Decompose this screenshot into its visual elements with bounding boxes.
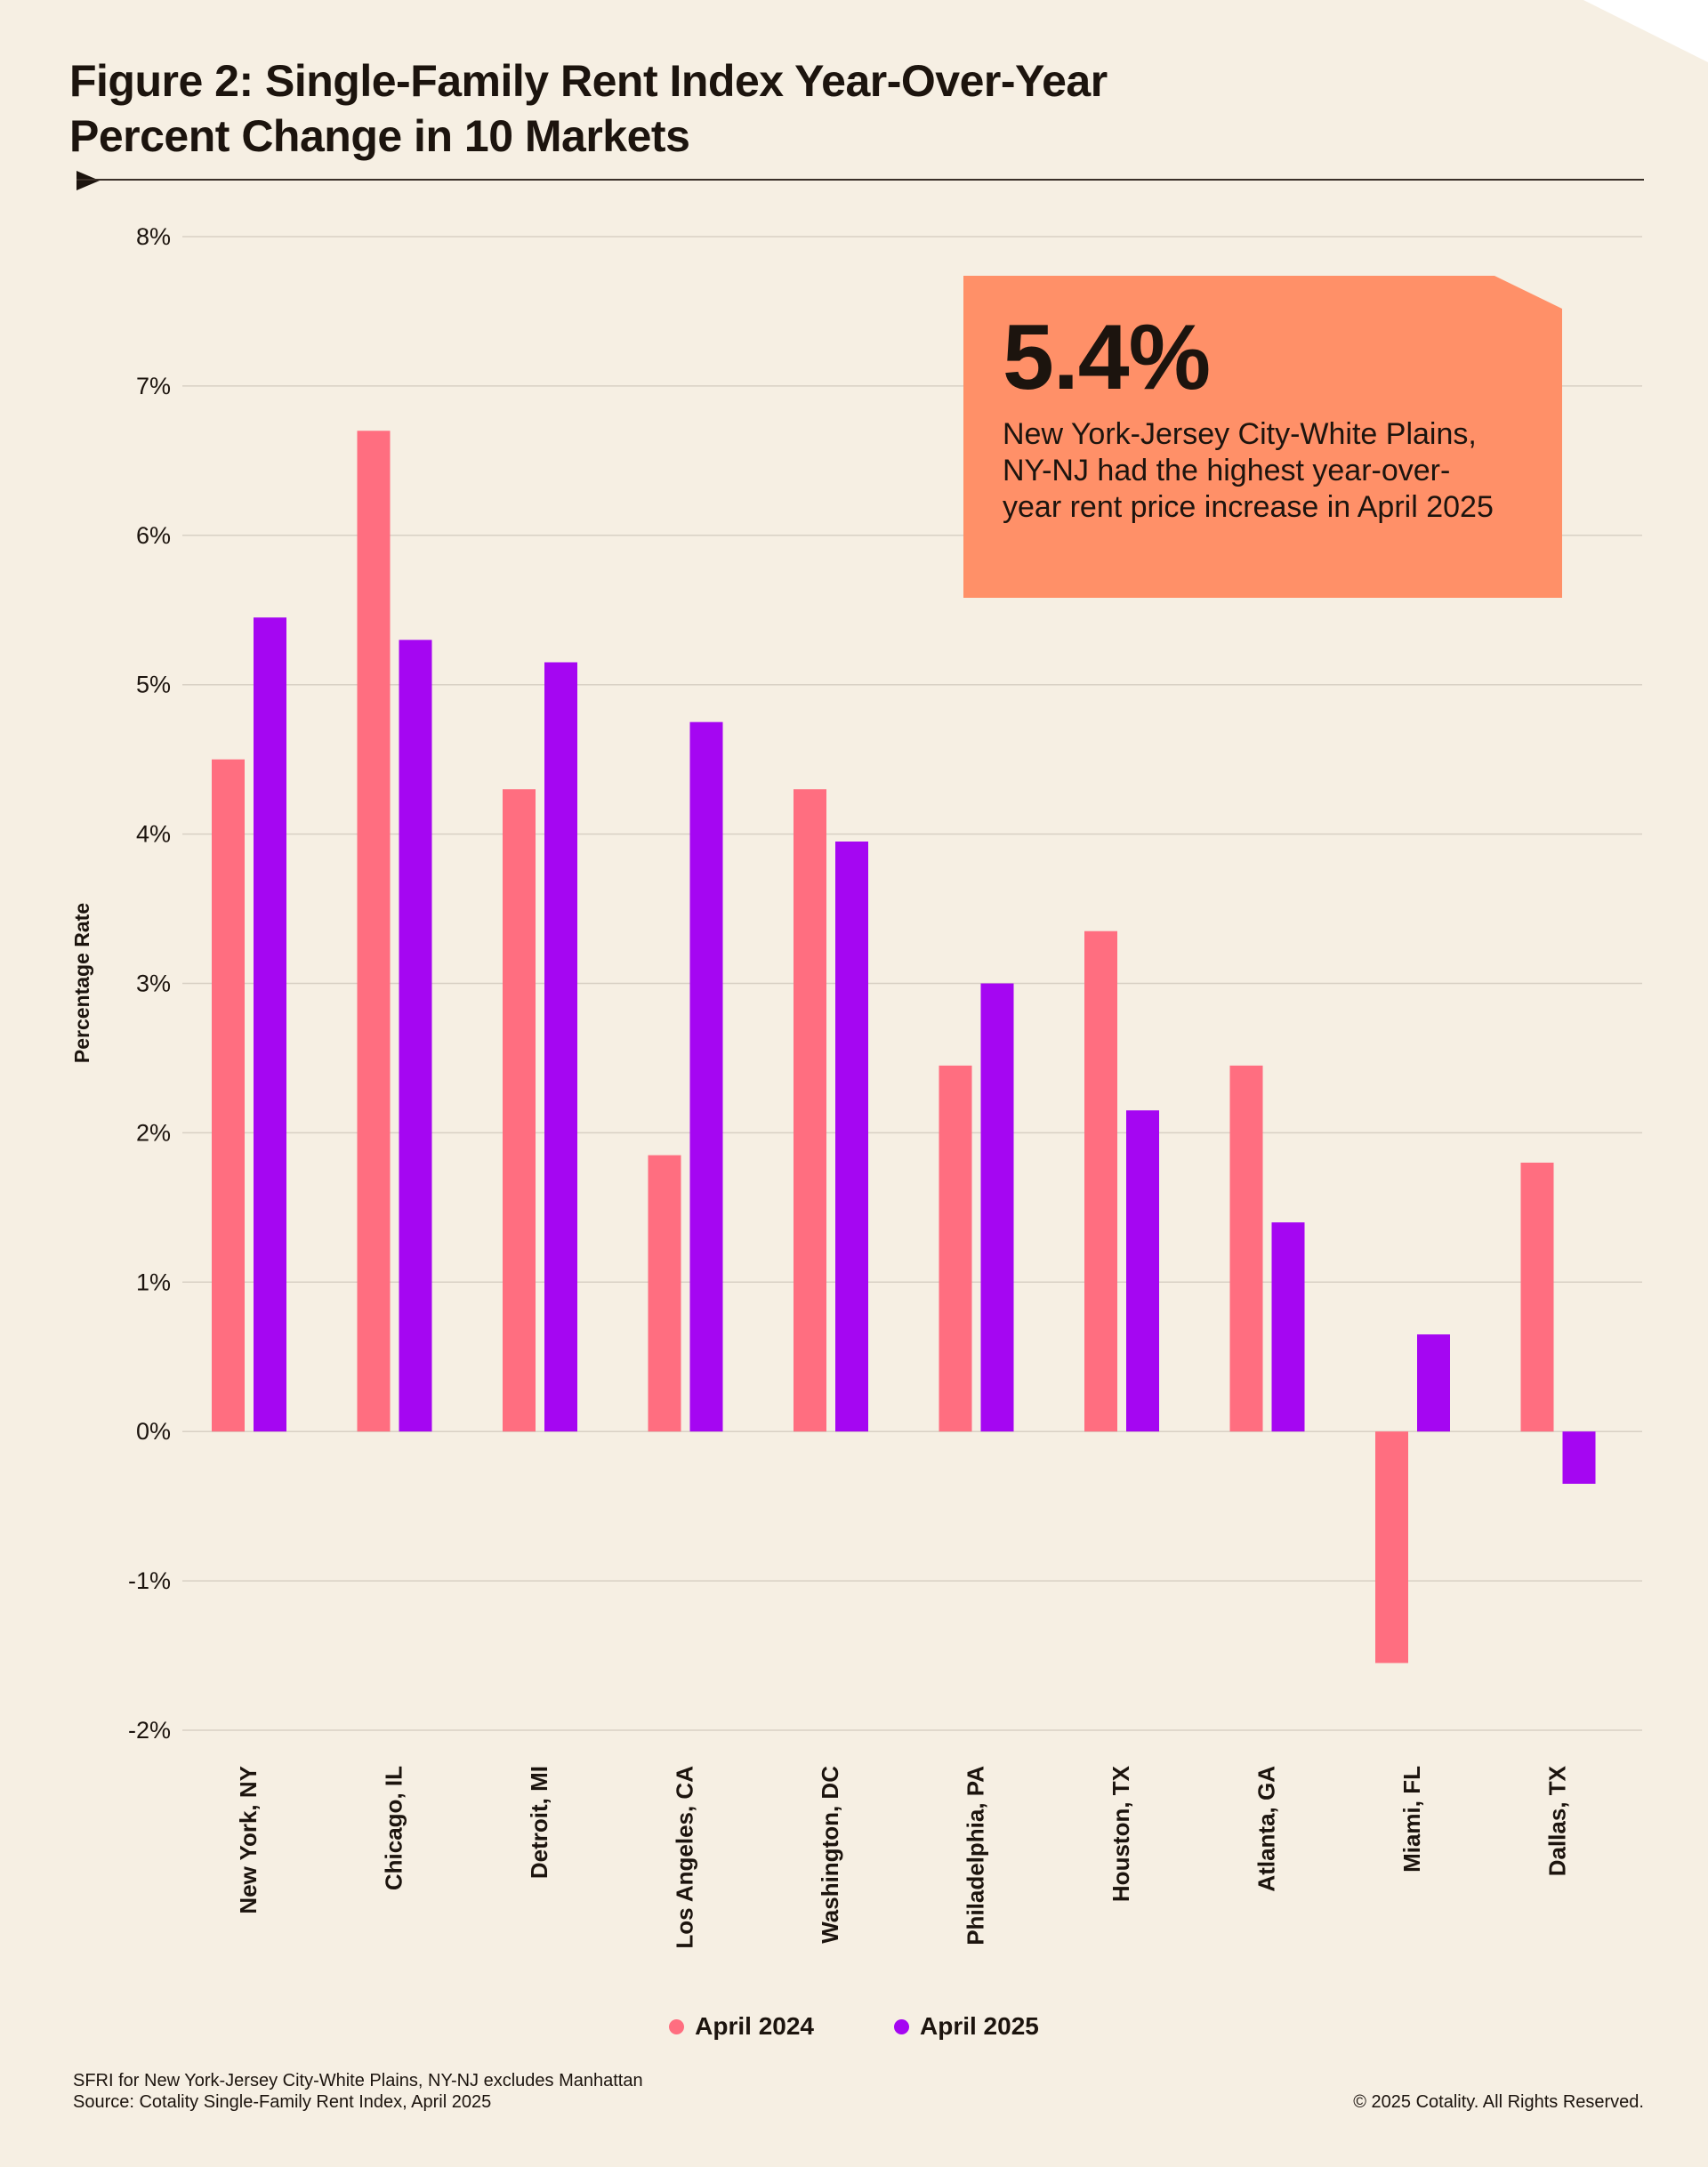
bar-washington-dc-april-2024 (794, 789, 826, 1432)
y-axis-ticks: 8% 7% 6% 5% 4% 3% 2% 1% 0% -1% -2% (128, 223, 171, 1744)
chart-title-line-1: Figure 2: Single-Family Rent Index Year-… (69, 56, 1108, 106)
y-tick-label-1: 1% (136, 1269, 171, 1295)
bar-los-angeles-ca-april-2024 (648, 1155, 681, 1432)
y-tick-label-7: 7% (136, 373, 171, 399)
footnote: SFRI for New York-Jersey City-White Plai… (73, 2070, 643, 2113)
bar-houston-tx-april-2024 (1084, 930, 1117, 1432)
highlight-callout: 5.4% New York-Jersey City-White Plains, … (963, 276, 1562, 598)
title-rule (77, 179, 1644, 181)
y-tick-label-5: 5% (136, 672, 171, 698)
y-tick-label-2: 2% (136, 1119, 171, 1146)
bar-los-angeles-ca-april-2025 (689, 721, 723, 1432)
x-tick-label-los-angeles-ca: Los Angeles, CA (672, 1766, 698, 1949)
x-tick-label-dallas-tx: Dallas, TX (1544, 1765, 1571, 1876)
bar-atlanta-ga-april-2025 (1271, 1222, 1305, 1432)
x-tick-label-philadelphia-pa: Philadelphia, PA (963, 1766, 989, 1945)
bar-chicago-il-april-2025 (399, 640, 432, 1432)
y-tick-label-3: 3% (136, 971, 171, 997)
bar-new-york-ny-april-2024 (212, 759, 245, 1432)
y-tick-label-8: 8% (136, 223, 171, 250)
bar-detroit-mi-april-2025 (544, 662, 577, 1432)
x-tick-label-chicago-il: Chicago, IL (381, 1766, 407, 1890)
bar-atlanta-ga-april-2024 (1229, 1065, 1263, 1432)
legend-item-april-2025: April 2025 (894, 2012, 1039, 2041)
copyright: © 2025 Cotality. All Rights Reserved. (1353, 2092, 1644, 2112)
x-tick-label-miami-fl: Miami, FL (1398, 1766, 1425, 1873)
legend-label-april-2025: April 2025 (920, 2012, 1039, 2040)
bar-miami-fl-april-2025 (1417, 1334, 1450, 1432)
legend-swatch-april-2024 (669, 2018, 685, 2034)
bar-new-york-ny-april-2025 (254, 617, 286, 1432)
bar-philadelphia-pa-april-2024 (939, 1065, 972, 1432)
legend-label-april-2024: April 2024 (695, 2012, 814, 2040)
bar-houston-tx-april-2025 (1126, 1110, 1159, 1432)
bar-philadelphia-pa-april-2025 (980, 983, 1014, 1432)
chart-title: Figure 2: Single-Family Rent Index Year-… (69, 53, 1315, 164)
y-tick-label-6: 6% (136, 522, 171, 549)
footnote-line-1: SFRI for New York-Jersey City-White Plai… (73, 2071, 643, 2090)
x-tick-label-washington-dc: Washington, DC (817, 1766, 843, 1944)
bar-chart: 8% 7% 6% 5% 4% 3% 2% 1% 0% -1% -2% New York, NY Chi… (70, 223, 1642, 1949)
bar-chicago-il-april-2024 (357, 431, 391, 1432)
legend: April 2024 April 2025 (0, 2012, 1708, 2041)
x-tick-label-houston-tx: Houston, TX (1108, 1765, 1134, 1902)
bar-dallas-tx-april-2025 (1562, 1431, 1596, 1484)
x-tick-label-new-york-ny: New York, NY (235, 1766, 262, 1914)
chart-title-line-2: Percent Change in 10 Markets (69, 111, 690, 161)
x-tick-label-atlanta-ga: Atlanta, GA (1253, 1766, 1280, 1892)
y-tick-label-0: 0% (136, 1418, 171, 1445)
bar-dallas-tx-april-2024 (1520, 1162, 1554, 1432)
x-tick-label-detroit-mi: Detroit, MI (526, 1766, 552, 1879)
bar-detroit-mi-april-2024 (503, 789, 536, 1432)
x-axis-ticks: New York, NY Chicago, IL Detroit, MI Los An… (235, 1765, 1571, 1948)
bar-miami-fl-april-2024 (1375, 1431, 1408, 1664)
y-tick-label-2: -2% (128, 1717, 171, 1744)
legend-item-april-2024: April 2024 (669, 2012, 814, 2041)
y-tick-label-1: -1% (128, 1567, 171, 1594)
bars (212, 431, 1596, 1664)
callout-text: New York-Jersey City-White Plains, NY-NJ… (1003, 417, 1494, 524)
legend-swatch-april-2025 (894, 2018, 909, 2034)
callout-value: 5.4% (1003, 306, 1211, 409)
bar-washington-dc-april-2025 (835, 841, 868, 1432)
y-axis-label: Percentage Rate (70, 903, 93, 1063)
footnote-source: Source: Cotality Single-Family Rent Inde… (73, 2092, 492, 2112)
y-tick-label-4: 4% (136, 821, 171, 848)
